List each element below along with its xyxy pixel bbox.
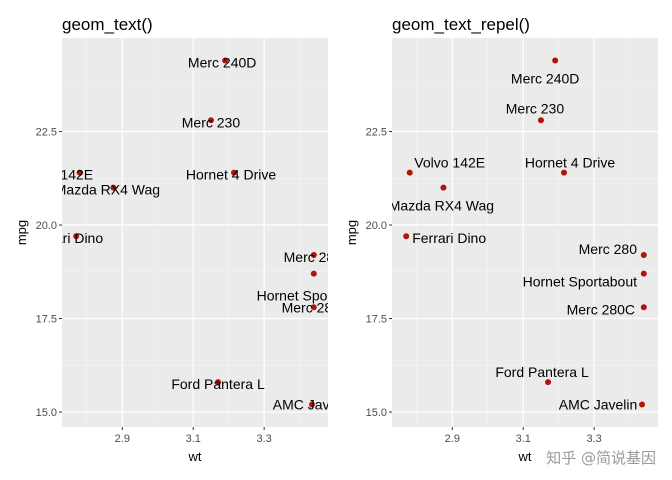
data-label: Hornet Sportabout: [523, 274, 638, 290]
x-axis-label: wt: [518, 449, 532, 464]
x-axis-label: wt: [188, 449, 202, 464]
data-label: Hornet Sportabout: [257, 288, 372, 304]
data-label: Ferrari Dino: [29, 230, 103, 246]
x-tick-label: 2.9: [115, 433, 130, 445]
data-label: Ford Pantera L: [171, 376, 265, 392]
data-label: AMC Javelin: [273, 397, 352, 413]
gridlines: [62, 38, 328, 427]
data-point: [222, 57, 229, 64]
y-tick-label: 15.0: [366, 407, 387, 419]
panel-1: 2.9 3.1 3.3 15.0 17.5 20.0 22.5 wt mpg geom_text(…: [14, 15, 372, 464]
chart-title: geom_text(): [62, 15, 153, 34]
data-point: [561, 169, 568, 176]
data-label: Mazda RX4 Wag: [389, 198, 494, 214]
data-point: [640, 304, 647, 311]
data-label: Merc 280: [284, 249, 343, 265]
data-point: [73, 233, 80, 240]
data-label: Merc 240D: [188, 54, 256, 70]
data-point: [403, 233, 410, 240]
data-point: [545, 379, 552, 386]
data-label: Merc 230: [182, 114, 241, 130]
chart-title: geom_text_repel(): [392, 15, 530, 34]
data-point: [110, 184, 117, 191]
y-tick-label: 22.5: [366, 127, 387, 139]
data-point: [639, 401, 646, 408]
y-axis-label: mpg: [14, 220, 29, 245]
data-label: Volvo 142E: [414, 155, 485, 171]
data-label: Merc 280: [579, 241, 638, 257]
y-tick-label: 20.0: [36, 220, 57, 232]
y-tick-label: 17.5: [36, 314, 57, 326]
data-point: [76, 169, 83, 176]
data-label: Ford Pantera L: [495, 364, 589, 380]
gridlines: [392, 38, 658, 427]
data-label: Hornet 4 Drive: [525, 155, 615, 171]
x-tick-label: 3.3: [587, 433, 602, 445]
x-tick-label: 3.1: [516, 433, 531, 445]
x-tick-label: 2.9: [445, 433, 460, 445]
y-axis-label: mpg: [344, 220, 359, 245]
data-point: [537, 117, 544, 124]
data-point: [640, 270, 647, 277]
data-point: [440, 184, 447, 191]
data-point: [640, 251, 647, 258]
y-tick-label: 22.5: [36, 127, 57, 139]
data-label: Ferrari Dino: [412, 230, 486, 246]
data-label: Merc 280C: [567, 301, 635, 317]
x-tick-label: 3.1: [186, 433, 201, 445]
data-label: Merc 280C: [282, 299, 350, 315]
panel-2: 2.9 3.1 3.3 15.0 17.5 20.0 22.5 wt mpg geom_text_…: [344, 15, 658, 464]
data-point: [231, 169, 238, 176]
data-point: [309, 401, 316, 408]
data-label: Volvo 142E: [22, 167, 93, 183]
plot-background: [392, 38, 658, 427]
plot-background: [62, 38, 328, 427]
data-label: Merc 230: [506, 100, 565, 116]
data-label: Hornet 4 Drive: [186, 167, 276, 183]
data-layer: Merc 240D Merc 230 Volvo 142E Hornet 4 Driv…: [389, 57, 647, 413]
y-tick-label: 17.5: [366, 314, 387, 326]
data-label: AMC Javelin: [559, 397, 638, 413]
data-label: Mazda RX4 Wag: [55, 182, 160, 198]
y-tick-label: 15.0: [36, 407, 57, 419]
data-point: [310, 251, 317, 258]
data-point: [552, 57, 559, 64]
data-point: [310, 304, 317, 311]
x-tick-label: 3.3: [257, 433, 272, 445]
data-layer: Merc 240D Merc 230 Volvo 142E Hornet 4 Driv…: [22, 54, 372, 413]
data-point: [207, 117, 214, 124]
watermark: 知乎 @简说基因: [546, 449, 656, 467]
data-point: [406, 169, 413, 176]
data-point: [215, 379, 222, 386]
data-label: Merc 240D: [511, 70, 579, 86]
y-tick-label: 20.0: [366, 220, 387, 232]
data-point: [310, 270, 317, 277]
